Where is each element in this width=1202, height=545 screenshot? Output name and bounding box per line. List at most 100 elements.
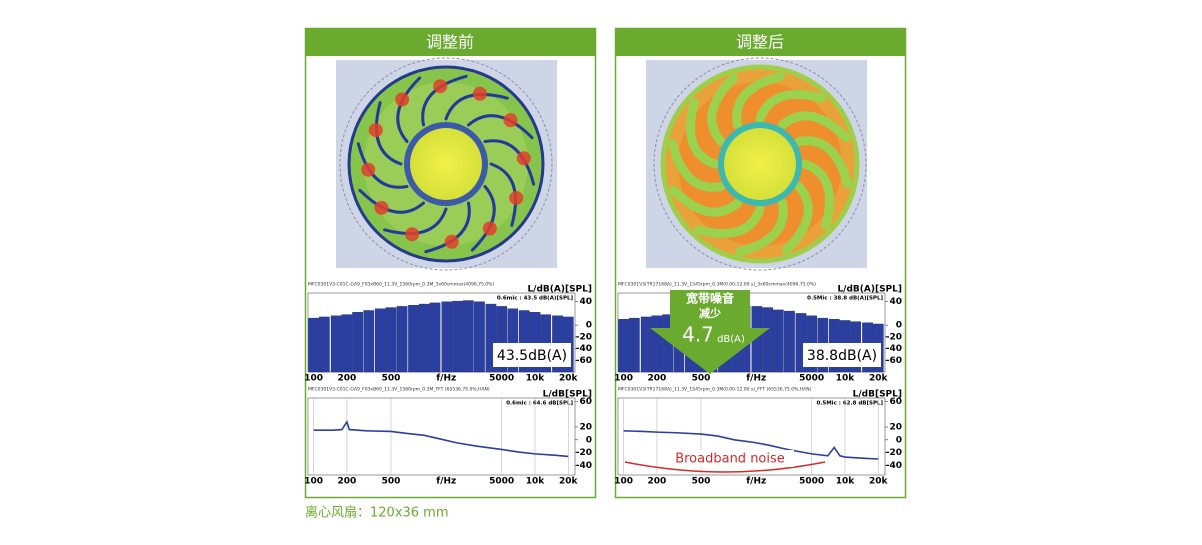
annotation-value: 4.7 (682, 323, 714, 347)
x-tick-label: 10k (526, 477, 546, 487)
panel-header (305, 28, 596, 56)
fan-blade (470, 185, 496, 252)
bar (651, 315, 663, 373)
y-axis-label: L/dB(A)[SPL] (837, 285, 902, 295)
fan-hub (410, 128, 482, 200)
chart-header: MFC0301V3(TR17168A)_11.3V_1545rpm_0.3M(0… (618, 282, 816, 288)
y-axis-label: L/dB[SPL] (543, 390, 592, 400)
pressure-spot (509, 190, 524, 205)
bar (628, 317, 640, 373)
pressure-spot (361, 162, 376, 177)
fan-blade (686, 98, 720, 169)
x-axis-label: f/Hz (746, 477, 766, 487)
y-axis-label: L/dB(A)[SPL] (527, 285, 592, 295)
pressure-spot (405, 227, 420, 242)
y-tick-label: -40 (576, 344, 592, 354)
bar (529, 312, 541, 373)
x-tick-label: 5000 (799, 374, 824, 384)
bar (341, 314, 353, 373)
x-axis-label: f/Hz (436, 477, 456, 487)
x-tick-label: 500 (382, 374, 401, 384)
x-axis-label: f/Hz (436, 374, 456, 384)
total-label-box (493, 343, 571, 367)
y-tick-label: 60 (579, 397, 592, 407)
fan-blade (483, 139, 536, 186)
readout: 0.5Mic : 38.8 dB(A)[SPL] (807, 296, 883, 302)
bar (352, 312, 363, 373)
y-tick-label: 40 (579, 297, 592, 307)
pressure-spot (503, 113, 518, 128)
bar (441, 301, 453, 373)
fan-blade (755, 90, 826, 124)
total-label: 38.8dB(A) (807, 348, 877, 364)
x-tick-label: 200 (648, 374, 667, 384)
y-tick-label: 20 (579, 423, 592, 433)
bar (518, 310, 530, 373)
readout: 0.5Mic : 62.8 dB[SPL] (816, 401, 883, 407)
bar (429, 302, 441, 373)
y-tick-label: -20 (886, 448, 902, 458)
pressure-spot (444, 234, 459, 249)
bar (496, 306, 507, 373)
pressure-spot (472, 86, 487, 101)
y-tick-label: 60 (889, 397, 902, 407)
fan-blade (694, 204, 765, 238)
y-tick-label: 0 (896, 435, 902, 445)
fan-hub (724, 128, 796, 200)
fan-housing-outline (653, 57, 867, 271)
bar (795, 313, 807, 373)
bar (318, 316, 330, 373)
fan-blade (778, 111, 851, 143)
y-tick-label: -60 (886, 356, 902, 366)
chart-header: MFC0301V3-C01C-GA9_F03xB60_11.3V_1560rpm… (308, 282, 494, 288)
plot-area (307, 397, 576, 476)
x-tick-label: 100 (614, 374, 633, 384)
panel-title: 调整前 (426, 33, 474, 52)
x-tick-label: 5000 (489, 374, 514, 384)
x-tick-label: 200 (338, 477, 357, 487)
x-tick-label: 10k (526, 374, 546, 384)
x-tick-label: 5000 (799, 477, 824, 487)
x-tick-label: 100 (304, 374, 323, 384)
fan-blade (667, 139, 726, 192)
pressure-spot (395, 92, 410, 107)
fan-blade (669, 185, 742, 217)
pressure-spot (516, 151, 531, 166)
bar (640, 316, 652, 373)
annotation-unit: dB(A) (717, 334, 745, 345)
bar (374, 308, 386, 373)
caption: 离心风扇：120x36 mm (305, 505, 449, 521)
bar (363, 310, 375, 373)
y-tick-label: -40 (886, 344, 902, 354)
bar (485, 303, 497, 373)
bar (308, 317, 319, 373)
chart-header: MFC0301V3(TR17168A)_11.3V_1545rpm_0.3M(0… (618, 387, 812, 393)
total-label-box (803, 343, 881, 367)
y-tick-label: 40 (889, 297, 902, 307)
y-tick-label: 0 (896, 321, 902, 331)
x-tick-label: 10k (836, 477, 856, 487)
y-tick-label: -20 (886, 332, 902, 342)
x-axis-label: f/Hz (746, 374, 766, 384)
bar (462, 300, 474, 373)
bar (408, 305, 419, 373)
bar (784, 310, 795, 373)
fan-blade (444, 93, 509, 121)
spectrum-line (313, 420, 569, 458)
x-tick-label: 100 (304, 477, 323, 487)
x-tick-label: 200 (648, 477, 667, 487)
x-tick-label: 200 (338, 374, 357, 384)
bar (618, 319, 629, 373)
pressure-spot (374, 200, 389, 215)
fan-blade (421, 74, 468, 127)
total-label: 43.5dB(A) (497, 348, 567, 364)
fan-blade (707, 73, 739, 146)
x-tick-label: 20k (869, 477, 889, 487)
fan-blade (800, 159, 834, 230)
fan-blade (424, 201, 471, 254)
fan-blade (375, 101, 403, 166)
fan-blade (489, 162, 517, 227)
fan-blade (781, 182, 813, 255)
